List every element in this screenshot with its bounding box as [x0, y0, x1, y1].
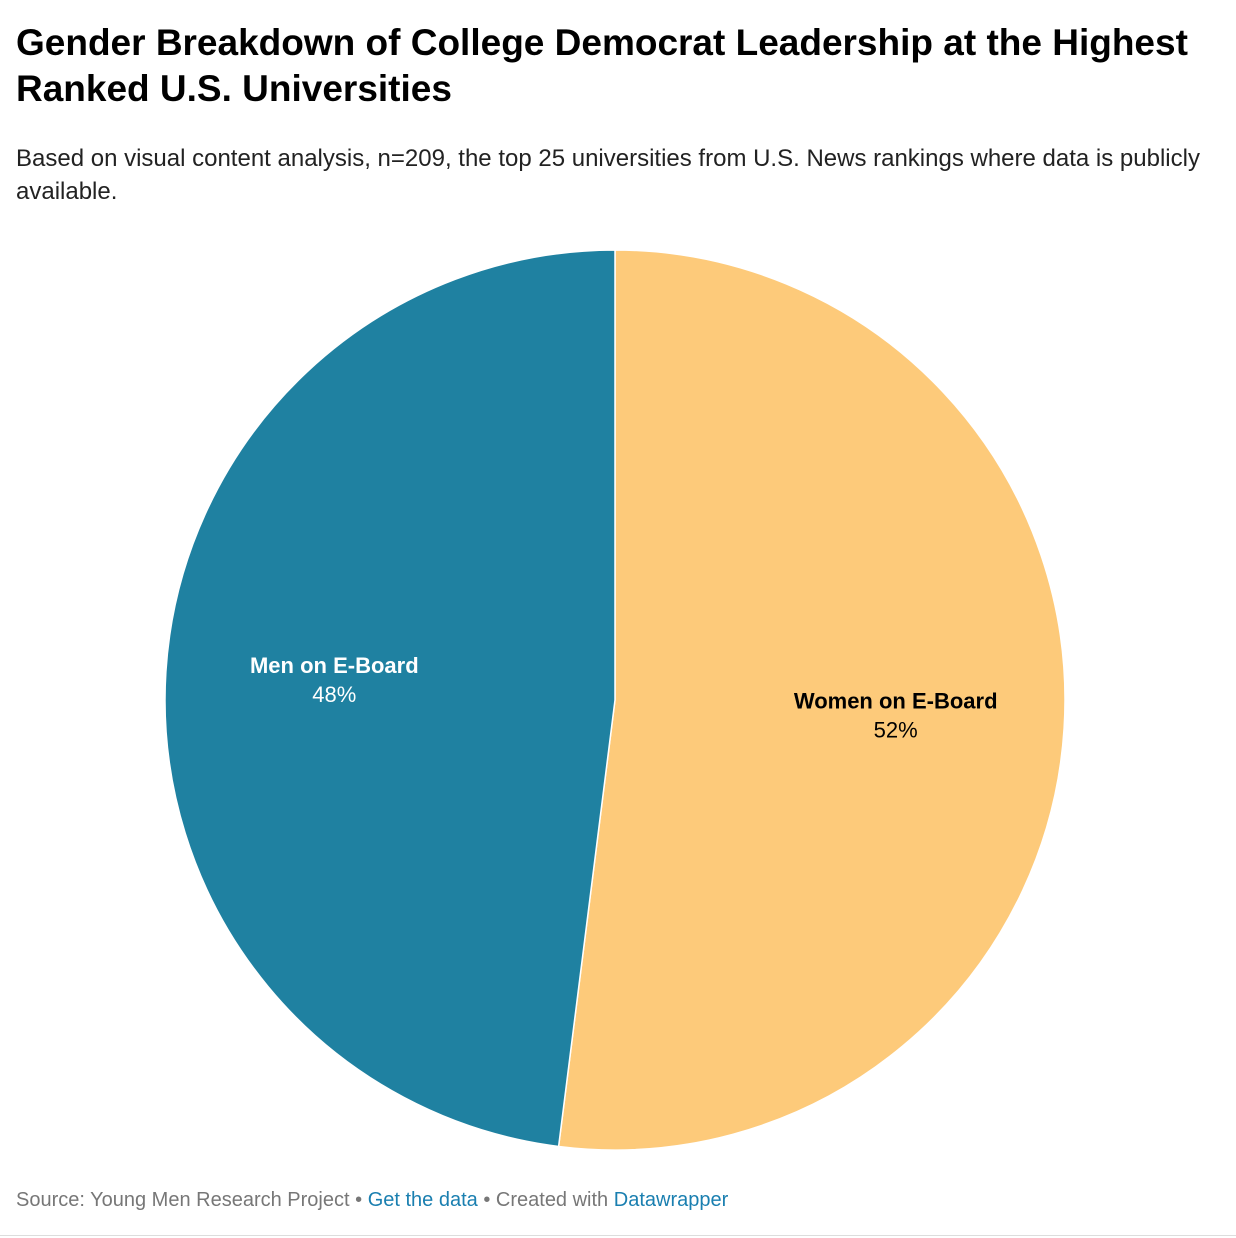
chart-title: Gender Breakdown of College Democrat Lea… [16, 22, 1188, 109]
chart-subtitle: Based on visual content analysis, n=209,… [16, 145, 1200, 205]
separator: • [483, 1189, 491, 1211]
get-data-link[interactable]: Get the data [367, 1189, 478, 1211]
tool-link[interactable]: Datawrapper [613, 1189, 729, 1211]
slice-label: Women on E-Board [794, 688, 998, 713]
created-with: Created with [495, 1189, 609, 1211]
separator: • [355, 1189, 363, 1211]
slice-value: 52% [874, 717, 918, 742]
pie-slice [557, 249, 1066, 1151]
pie-slice [164, 249, 616, 1148]
chart: Women on E-Board 52% Men on E-Board 48% [164, 249, 1066, 1151]
footer-rule [0, 1235, 1236, 1236]
source: Source: Young Men Research Project [16, 1189, 350, 1211]
slice-label: Men on E-Board [250, 653, 419, 678]
footer: Source: Young Men Research Project • Get… [16, 1189, 728, 1212]
slice-value: 48% [312, 682, 356, 707]
